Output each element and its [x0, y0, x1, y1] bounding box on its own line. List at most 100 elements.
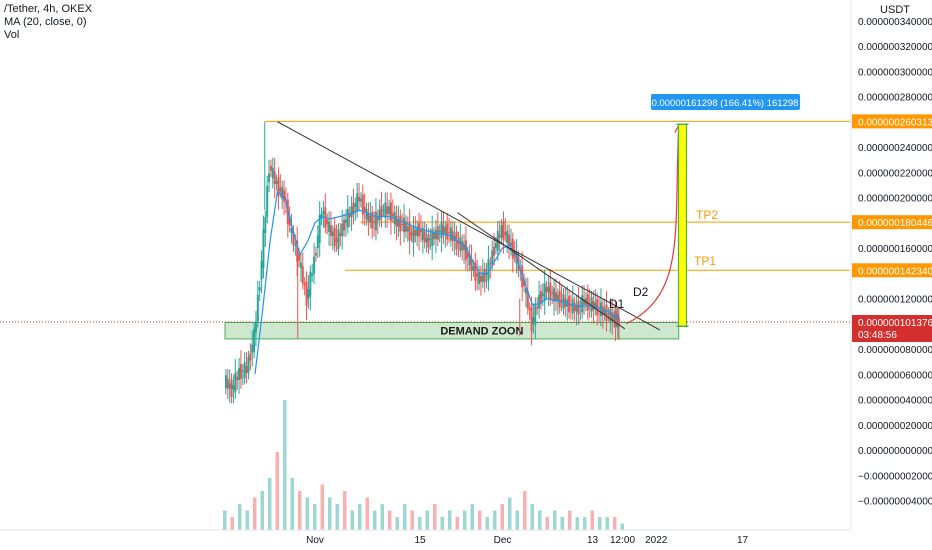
- candle-body: [508, 234, 511, 246]
- volume-bar: [373, 510, 377, 530]
- candle-body: [466, 252, 469, 258]
- candle-body: [238, 367, 241, 380]
- candle-body: [504, 232, 507, 236]
- candle-body: [601, 306, 604, 315]
- volume-bar: [425, 510, 429, 530]
- price-tick-label: 0.000000060000: [858, 370, 932, 381]
- volume-bar: [403, 504, 407, 530]
- candle-body: [472, 266, 475, 271]
- candle-body: [577, 301, 580, 315]
- volume-bar: [583, 517, 587, 530]
- time-axis[interactable]: Nov 15 Dec 13 12:00 2022 17: [0, 529, 850, 546]
- volume-bar: [433, 504, 437, 530]
- candle-body: [485, 273, 488, 275]
- volume-bar: [223, 510, 227, 530]
- candle-body: [247, 357, 250, 373]
- d2-label: D2: [633, 285, 649, 299]
- candle-body: [329, 225, 332, 237]
- candle-body: [513, 251, 516, 256]
- candle-body: [538, 294, 541, 309]
- candle-body: [457, 241, 460, 244]
- volume-bar: [305, 497, 309, 530]
- volume-bar: [538, 510, 542, 530]
- candle-body: [389, 202, 392, 221]
- volume-bar: [568, 510, 572, 530]
- volume-bar: [485, 517, 489, 530]
- ma-legend[interactable]: MA (20, close, 0): [4, 16, 87, 28]
- candle-body: [423, 231, 426, 243]
- volume-bar: [545, 517, 549, 530]
- candle-body: [524, 287, 527, 294]
- volume-bar: [553, 510, 557, 530]
- candle-body: [335, 238, 338, 242]
- candle-body: [298, 254, 301, 261]
- candle-body: [470, 258, 473, 271]
- candle-body: [571, 299, 574, 314]
- candle-body: [268, 173, 271, 183]
- d1-label: D1: [609, 297, 625, 311]
- time-tick-label: 15: [414, 535, 426, 546]
- countdown-label: 03:48:56: [858, 330, 897, 341]
- candle-body: [588, 302, 591, 304]
- tp2-label: TP2: [696, 208, 718, 222]
- peak-price-label-box: [852, 114, 932, 129]
- price-tick-label: 0.000000320000: [858, 42, 932, 53]
- candle-body: [397, 219, 400, 227]
- candle-body: [468, 254, 471, 266]
- candle-body: [251, 344, 254, 353]
- candle-body: [376, 215, 379, 221]
- candle-body: [266, 185, 269, 218]
- candle-body: [448, 231, 451, 233]
- price-axis[interactable]: 0.000000340000 0.000000320000 0.0000003000…: [850, 0, 932, 530]
- candle-body: [541, 293, 544, 296]
- candle-body: [483, 268, 486, 283]
- volume-bar: [493, 510, 497, 530]
- candle-body: [224, 375, 227, 389]
- candle-body: [427, 234, 430, 248]
- price-tick-label: 0.000000080000: [858, 345, 932, 356]
- candle-body: [313, 256, 316, 274]
- candle-body: [461, 241, 464, 251]
- candle-body: [451, 231, 454, 242]
- candle-body: [603, 308, 606, 315]
- candle-body: [326, 219, 329, 225]
- candle-body: [613, 314, 616, 322]
- candle-body: [388, 206, 391, 214]
- candle-body: [493, 246, 496, 256]
- candle-body: [506, 230, 509, 243]
- candle-body: [410, 232, 413, 236]
- volume-bars: [223, 400, 624, 530]
- volume-bar: [343, 491, 347, 530]
- candle-body: [309, 271, 312, 297]
- candle-body: [320, 213, 323, 219]
- candle-body: [356, 193, 359, 212]
- candle-body: [539, 290, 542, 304]
- candle-body: [617, 317, 620, 327]
- candle-body: [581, 295, 584, 313]
- volume-bar: [388, 510, 392, 530]
- candle-body: [523, 279, 526, 286]
- trendline-d1: [457, 212, 626, 330]
- candle-body: [341, 223, 344, 237]
- candle-body: [374, 212, 377, 231]
- candle-body: [301, 266, 304, 284]
- chart-legend: /Tether, 4h, OKEX MA (20, close, 0) Vol: [4, 3, 92, 42]
- candle-body: [299, 262, 302, 269]
- volume-legend[interactable]: Vol: [4, 29, 20, 41]
- candle-body: [367, 212, 370, 222]
- volume-bar: [328, 497, 332, 530]
- candle-body: [429, 238, 432, 241]
- candle-body: [279, 188, 282, 192]
- candle-body: [406, 226, 409, 232]
- candle-body: [464, 240, 467, 261]
- candle-body: [418, 223, 421, 237]
- candle-body: [260, 260, 263, 280]
- candle-body: [412, 226, 415, 243]
- time-tick-label: 13: [587, 535, 599, 546]
- candle-body: [487, 259, 490, 281]
- candle-body: [583, 299, 586, 305]
- symbol-legend[interactable]: /Tether, 4h, OKEX: [4, 3, 93, 15]
- candle-body: [243, 362, 246, 379]
- candle-body: [554, 292, 557, 302]
